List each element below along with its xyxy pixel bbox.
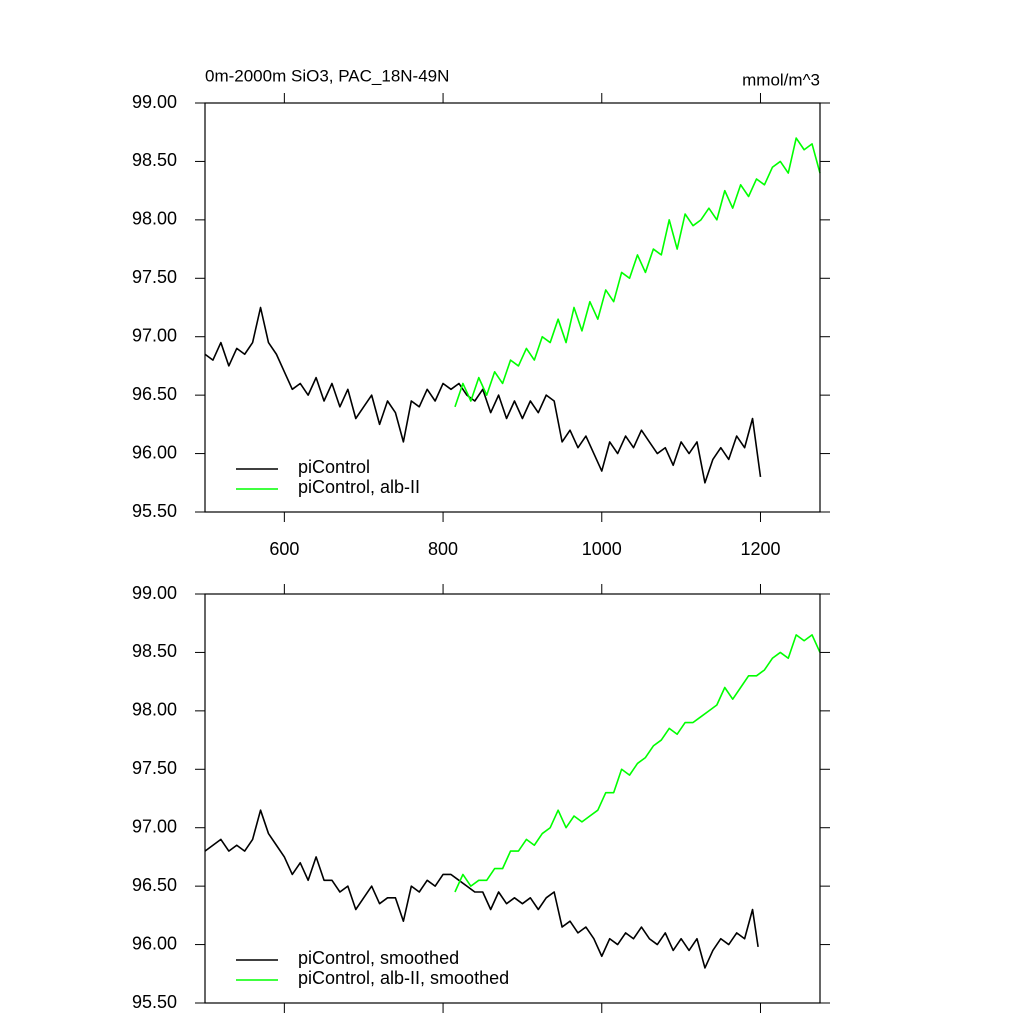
x-tick-label: 600 [269, 539, 299, 559]
plot-frame [204, 593, 821, 1004]
y-tick-label: 96.00 [132, 442, 177, 462]
y-tick-label: 97.00 [132, 816, 177, 836]
legend-label: piControl, smoothed [298, 948, 459, 968]
data-line [454, 137, 821, 408]
legend-label: piControl, alb-II, smoothed [298, 968, 509, 988]
y-tick-label: 95.50 [132, 992, 177, 1012]
x-tick-label: 800 [428, 539, 458, 559]
y-tick-label: 96.50 [132, 384, 177, 404]
y-tick-label: 95.50 [132, 501, 177, 521]
y-tick-label: 97.50 [132, 267, 177, 287]
units-label: mmol/m^3 [742, 70, 820, 89]
y-tick-label: 98.50 [132, 641, 177, 661]
chart-title: 0m-2000m SiO3, PAC_18N-49N [205, 66, 449, 85]
y-tick-label: 96.00 [132, 933, 177, 953]
y-tick-label: 98.50 [132, 150, 177, 170]
data-line [204, 809, 759, 969]
y-tick-label: 99.00 [132, 583, 177, 603]
y-tick-label: 97.00 [132, 325, 177, 345]
y-tick-label: 96.50 [132, 875, 177, 895]
y-tick-label: 98.00 [132, 700, 177, 720]
legend-label: piControl, alb-II [298, 477, 420, 497]
x-tick-label: 1000 [582, 539, 622, 559]
y-tick-label: 97.50 [132, 758, 177, 778]
x-tick-label: 1200 [740, 539, 780, 559]
legend-label: piControl [298, 457, 370, 477]
y-tick-label: 99.00 [132, 92, 177, 112]
y-tick-label: 98.00 [132, 209, 177, 229]
plot-frame [204, 102, 821, 513]
data-line [454, 634, 821, 893]
data-line [204, 306, 762, 484]
